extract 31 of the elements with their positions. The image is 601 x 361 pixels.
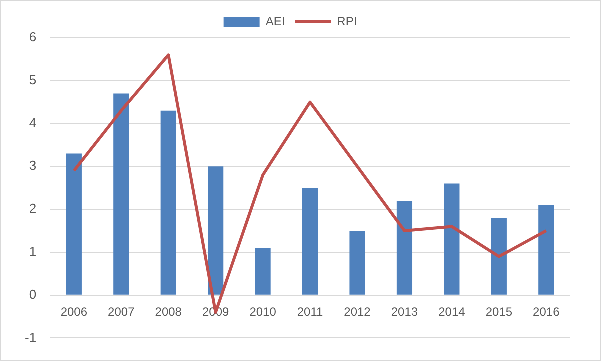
y-tick-label: -1: [24, 330, 37, 345]
x-tick-label: 2013: [391, 304, 418, 319]
bar: [302, 188, 318, 295]
x-tick-label: 2011: [297, 304, 324, 319]
y-tick-label: 0: [29, 286, 37, 302]
bar: [491, 218, 507, 295]
bar: [350, 230, 366, 295]
legend-label: RPI: [337, 14, 358, 28]
y-tick-label: 6: [29, 30, 37, 45]
x-tick-label: 2012: [344, 304, 372, 319]
x-tick-label: 2015: [486, 304, 513, 319]
x-tick-label: 2014: [438, 304, 466, 319]
y-tick-label: 4: [29, 115, 37, 130]
x-tick-label: 2008: [155, 304, 182, 319]
bar: [114, 94, 130, 295]
x-tick-label: 2010: [250, 304, 277, 319]
bar: [444, 184, 460, 295]
y-tick-label: 2: [29, 201, 37, 216]
bar: [396, 200, 413, 295]
x-tick-label: 2016: [533, 304, 560, 319]
legend-label: AEI: [266, 14, 286, 28]
x-tick-label: 2006: [60, 304, 88, 319]
bar: [66, 154, 82, 295]
bar: [538, 205, 554, 295]
bar: [208, 166, 224, 295]
x-tick-label: 2007: [108, 304, 136, 319]
y-tick-label: 5: [29, 72, 37, 88]
y-tick-label: 1: [29, 244, 37, 260]
bar: [255, 248, 271, 295]
y-tick-label: 3: [29, 158, 37, 174]
bar: [160, 110, 176, 295]
